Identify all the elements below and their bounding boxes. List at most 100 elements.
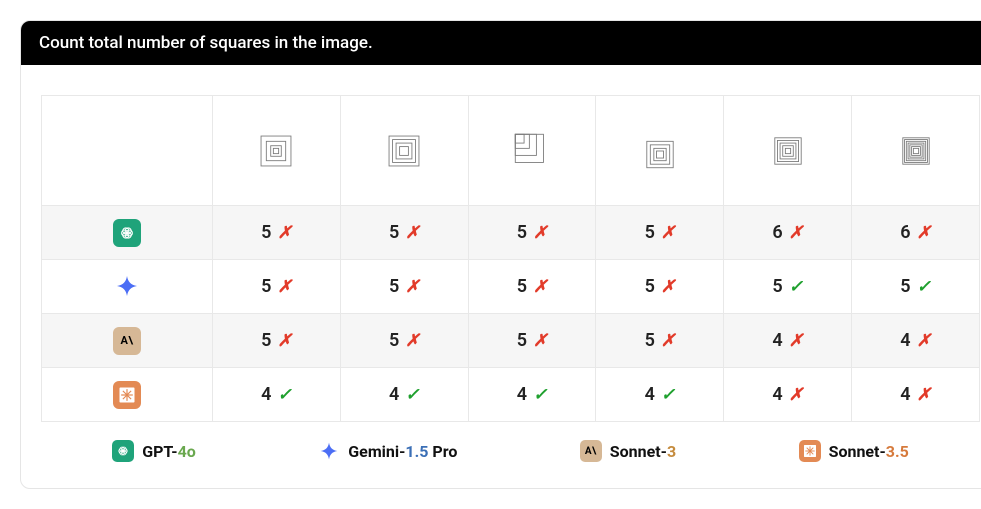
cross-icon: ✗ — [277, 331, 291, 351]
answer-value: 5 — [772, 276, 782, 297]
table-row: 5✗5✗5✗5✗5✓5✓ — [42, 260, 980, 314]
answer-value: 5 — [645, 222, 655, 243]
cross-icon: ✗ — [917, 385, 931, 405]
answer-value: 6 — [772, 222, 782, 243]
table-row: 4✓4✓4✓4✓4✗4✗ — [42, 368, 980, 422]
result-cell: 5✗ — [468, 206, 596, 260]
answer-value: 4 — [645, 384, 655, 405]
cross-icon: ✗ — [661, 331, 675, 351]
cross-icon: ✗ — [917, 223, 931, 243]
result-cell: 4✗ — [852, 368, 980, 422]
legend-label: Sonnet-3 — [610, 442, 676, 461]
check-icon: ✓ — [277, 385, 291, 405]
legend-item: A\ Sonnet-3 — [580, 440, 676, 462]
answer-value: 5 — [389, 276, 399, 297]
gpt-icon — [113, 219, 141, 247]
check-icon: ✓ — [533, 385, 547, 405]
check-icon: ✓ — [917, 277, 931, 297]
card-header: Count total number of squares in the ima… — [21, 21, 981, 65]
stimulus-thumb — [468, 96, 596, 206]
result-cell: 4✓ — [340, 368, 468, 422]
legend-label: GPT-4o — [142, 442, 196, 461]
answer-value: 4 — [900, 384, 910, 405]
header-title: Count total number of squares in the ima… — [39, 33, 373, 53]
check-icon: ✓ — [661, 385, 675, 405]
answer-value: 5 — [389, 222, 399, 243]
answer-value: 5 — [645, 330, 655, 351]
result-cell: 4✓ — [468, 368, 596, 422]
anthropic-icon: A\ — [580, 440, 602, 462]
result-cell: 6✗ — [724, 206, 852, 260]
answer-value: 4 — [389, 384, 399, 405]
model-cell: A\ — [42, 314, 213, 368]
cross-icon: ✗ — [277, 277, 291, 297]
cross-icon: ✗ — [661, 223, 675, 243]
gemini-icon — [113, 272, 141, 300]
answer-value: 5 — [645, 276, 655, 297]
result-cell: 5✗ — [596, 314, 724, 368]
result-cell: 4✗ — [724, 314, 852, 368]
cross-icon: ✗ — [405, 223, 419, 243]
cross-icon: ✗ — [405, 331, 419, 351]
benchmark-card: Count total number of squares in the ima… — [20, 20, 981, 489]
answer-value: 5 — [261, 276, 271, 297]
cross-icon: ✗ — [533, 331, 547, 351]
result-cell: 4✗ — [724, 368, 852, 422]
answer-value: 6 — [900, 222, 910, 243]
stimulus-thumb — [340, 96, 468, 206]
legend-label: Gemini-1.5 Pro — [348, 442, 457, 461]
result-cell: 5✗ — [213, 206, 341, 260]
check-icon: ✓ — [789, 277, 803, 297]
answer-value: 4 — [261, 384, 271, 405]
stimulus-thumb — [724, 96, 852, 206]
table-row: A\5✗5✗5✗5✗4✗4✗ — [42, 314, 980, 368]
table-row: 5✗5✗5✗5✗6✗6✗ — [42, 206, 980, 260]
answer-value: 5 — [261, 330, 271, 351]
result-cell: 5✗ — [213, 314, 341, 368]
answer-value: 5 — [261, 222, 271, 243]
result-cell: 5✗ — [468, 260, 596, 314]
legend-item: GPT-4o — [112, 440, 196, 462]
answer-value: 4 — [772, 330, 782, 351]
legend-label: Sonnet-3.5 — [829, 442, 909, 461]
cross-icon: ✗ — [277, 223, 291, 243]
header-row — [42, 96, 980, 206]
cross-icon: ✗ — [917, 331, 931, 351]
result-cell: 4✓ — [596, 368, 724, 422]
result-cell: 5✓ — [724, 260, 852, 314]
legend-item: Sonnet-3.5 — [799, 440, 909, 462]
cross-icon: ✗ — [661, 277, 675, 297]
answer-value: 4 — [772, 384, 782, 405]
results-table: 5✗5✗5✗5✗6✗6✗5✗5✗5✗5✗5✓5✓A\5✗5✗5✗5✗4✗4✗4✓… — [41, 95, 980, 422]
result-cell: 5✗ — [468, 314, 596, 368]
answer-value: 5 — [389, 330, 399, 351]
stimulus-thumb — [213, 96, 341, 206]
result-cell: 5✗ — [213, 260, 341, 314]
stimulus-thumb — [596, 96, 724, 206]
result-cell: 4✗ — [852, 314, 980, 368]
results-body: 5✗5✗5✗5✗6✗6✗5✗5✗5✗5✗5✓5✓A\5✗5✗5✗5✗4✗4✗4✓… — [42, 206, 980, 422]
answer-value: 5 — [517, 330, 527, 351]
cross-icon: ✗ — [789, 223, 803, 243]
sonnet35-icon — [113, 381, 141, 409]
stimulus-thumb — [852, 96, 980, 206]
result-cell: 4✓ — [213, 368, 341, 422]
result-cell: 5✗ — [340, 260, 468, 314]
cross-icon: ✗ — [533, 223, 547, 243]
cross-icon: ✗ — [789, 385, 803, 405]
header-empty — [42, 96, 213, 206]
cross-icon: ✗ — [405, 277, 419, 297]
gpt-icon — [112, 440, 134, 462]
result-cell: 5✗ — [596, 206, 724, 260]
check-icon: ✓ — [405, 385, 419, 405]
result-cell: 5✗ — [340, 314, 468, 368]
card-body: 5✗5✗5✗5✗6✗6✗5✗5✗5✗5✗5✓5✓A\5✗5✗5✗5✗4✗4✗4✓… — [21, 65, 981, 488]
model-cell — [42, 368, 213, 422]
anthropic-icon: A\ — [113, 327, 141, 355]
legend-item: Gemini-1.5 Pro — [318, 440, 457, 462]
answer-value: 5 — [517, 276, 527, 297]
gemini-icon — [318, 440, 340, 462]
cross-icon: ✗ — [533, 277, 547, 297]
result-cell: 5✗ — [596, 260, 724, 314]
answer-value: 4 — [517, 384, 527, 405]
